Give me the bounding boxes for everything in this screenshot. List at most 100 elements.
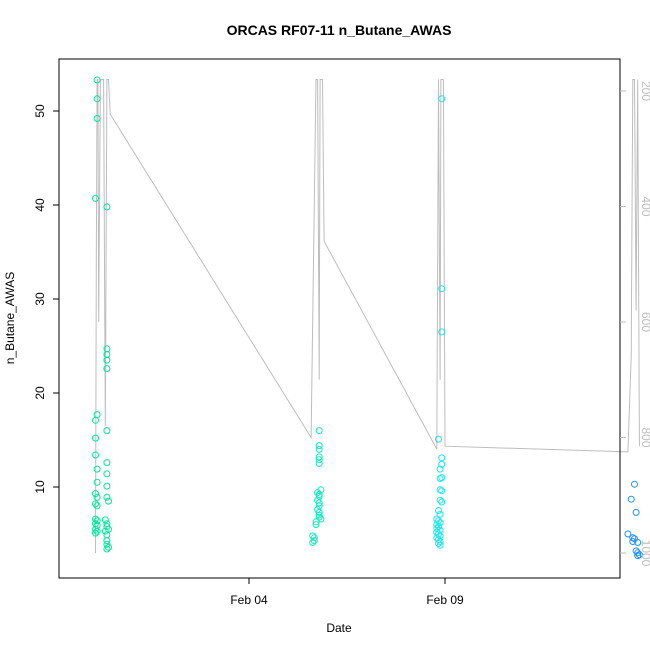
data-point [93,115,101,122]
data-point [315,508,323,516]
data-point [312,518,320,526]
data-point [103,459,111,467]
pressure-layer [95,79,640,554]
data-point [315,456,323,464]
data-point [438,285,446,293]
data-point [631,480,638,488]
data-point [92,416,99,424]
data-point [436,538,444,545]
y-tick-label: 50 [33,104,47,118]
data-point [92,500,99,508]
data-point [438,95,446,103]
data-point [105,543,112,551]
data-point [103,427,111,435]
y-tick-label: 30 [33,292,47,306]
data-point [435,517,442,525]
data-point [438,328,446,336]
data-point [105,497,112,505]
data-point [93,465,101,473]
data-point [310,537,318,545]
data-point [92,194,99,202]
data-point [93,527,101,535]
data-point [436,496,444,504]
data-point [436,510,444,518]
y2-tick-label: 400 [639,196,650,216]
x-axis-label: Date [326,621,352,635]
data-point [93,76,101,84]
data-point [435,539,442,547]
data-point [103,537,111,545]
data-point [634,539,642,546]
data-point [315,511,323,519]
data-point [103,531,111,539]
data-point [632,508,640,516]
data-point [103,545,111,553]
data-point [101,516,109,524]
data-point [103,356,111,364]
data-point [92,529,99,537]
data-point [101,527,109,535]
data-point [93,502,101,510]
data-point [315,499,323,507]
y-axis: 10 20 30 40 50 [33,104,59,494]
data-point [438,498,446,506]
data-point [315,492,323,500]
data-point [103,365,111,373]
y2-tick-label: 1000 [639,540,650,567]
x-tick-label: Feb 04 [230,593,268,607]
data-point [315,445,323,453]
data-point [438,487,446,495]
data-point [92,451,99,459]
data-point [627,495,635,503]
data-point [310,534,318,542]
data-point [309,532,317,540]
data-point [435,507,442,514]
data-point [436,465,444,473]
y2-tick-label: 200 [639,81,650,101]
data-point [93,478,101,486]
y2-tick-label: 600 [639,312,650,332]
y-tick-label: 10 [33,480,47,494]
data-point [103,470,111,478]
data-point [435,435,442,443]
data-point [438,454,446,462]
data-point [92,525,99,533]
y2-axis: 200 400 600 800 1000 [620,81,650,567]
pressure-line [95,79,640,554]
data-point [312,521,320,529]
data-point [92,490,99,498]
y-tick-label: 20 [33,386,47,400]
data-point [92,515,99,523]
data-point [629,538,637,545]
plot-frame [58,58,621,579]
data-point [315,427,323,435]
points-layer [92,76,643,560]
data-point [103,493,111,501]
y-tick-label: 40 [33,198,47,212]
x-axis: Feb 04 Feb 09 [230,578,464,607]
data-point [315,442,323,450]
data-point [93,95,101,103]
y-axis-label: n_Butane_AWAS [3,272,17,365]
data-point [315,513,323,521]
data-point [315,502,323,510]
data-point [624,530,632,538]
data-point [436,541,444,549]
data-point [309,539,317,546]
data-point [433,521,441,529]
data-point [315,460,323,467]
data-point [103,482,111,490]
data-point [634,549,642,557]
data-point [92,434,99,442]
data-point [438,460,446,468]
data-point [436,486,444,494]
data-point [315,453,323,461]
x-tick-label: Feb 09 [426,593,464,607]
data-point [93,411,101,419]
data-point [103,203,111,211]
data-point [634,552,642,560]
data-point [93,493,101,501]
chart-title: ORCAS RF07-11 n_Butane_AWAS [227,22,452,38]
y2-tick-label: 800 [639,427,650,447]
